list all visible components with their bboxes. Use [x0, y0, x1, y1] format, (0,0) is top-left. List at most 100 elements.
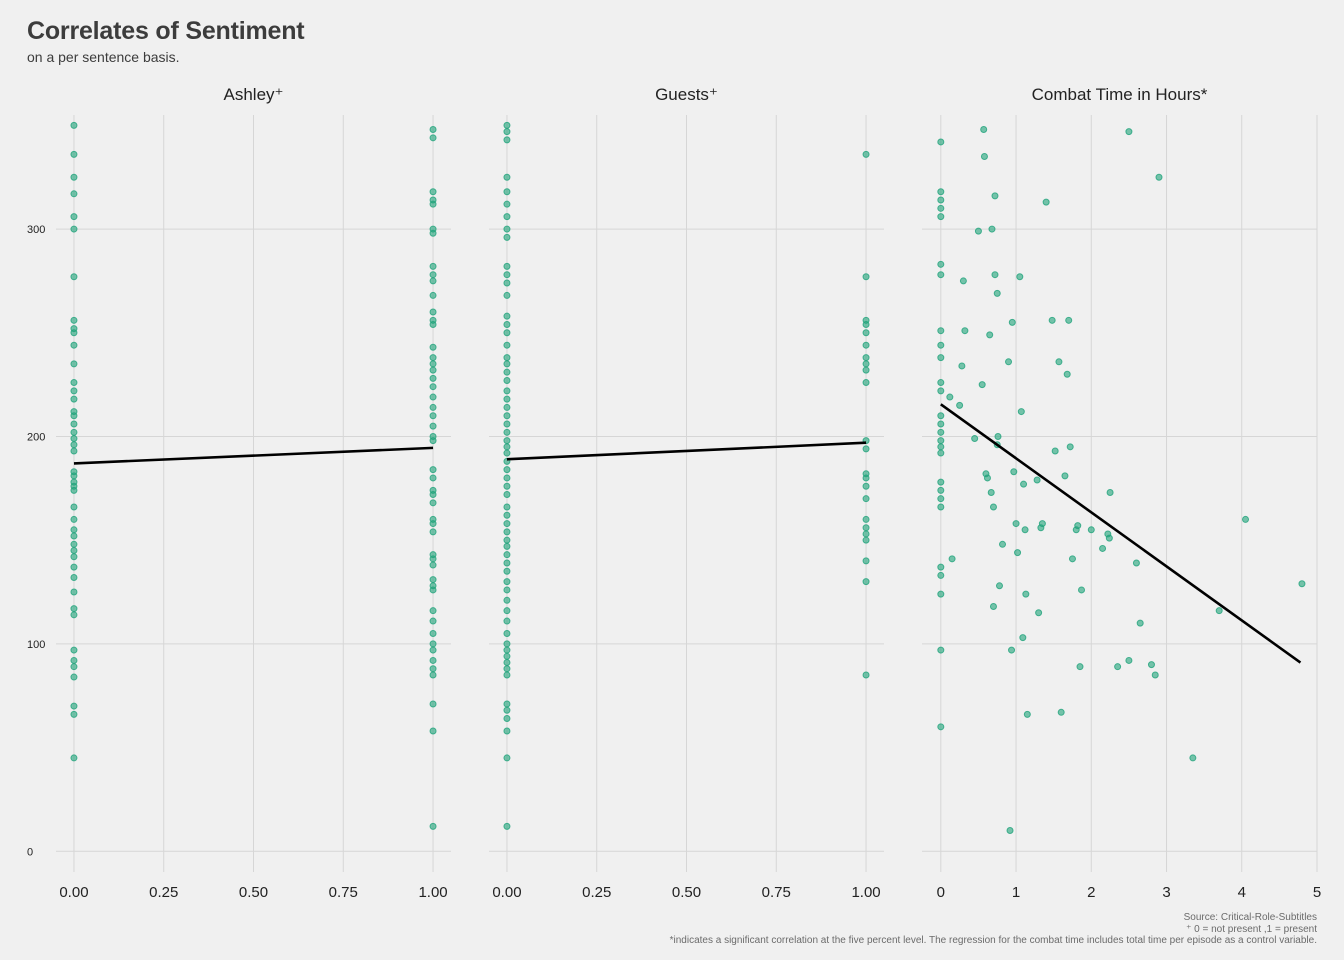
- data-point: [1125, 656, 1133, 664]
- data-point: [503, 354, 511, 362]
- data-point: [503, 387, 511, 395]
- data-point: [429, 466, 437, 474]
- data-point: [1242, 515, 1250, 523]
- data-point: [429, 320, 437, 328]
- data-point: [503, 503, 511, 511]
- data-point: [503, 312, 511, 320]
- data-point: [503, 279, 511, 287]
- data-point: [429, 126, 437, 134]
- data-point: [503, 291, 511, 299]
- data-point: [991, 271, 999, 279]
- data-point: [989, 603, 997, 611]
- data-point: [503, 640, 511, 648]
- data-point: [971, 435, 979, 443]
- data-point: [937, 486, 945, 494]
- x-tick-label: 0.00: [492, 884, 521, 901]
- data-point: [1017, 408, 1025, 416]
- data-point: [429, 491, 437, 499]
- data-point: [959, 277, 967, 285]
- data-point: [937, 428, 945, 436]
- data-point: [503, 727, 511, 735]
- data-point: [429, 134, 437, 142]
- data-point: [503, 360, 511, 368]
- data-point: [862, 495, 870, 503]
- data-point: [70, 329, 78, 337]
- data-point: [937, 412, 945, 420]
- data-point: [70, 673, 78, 681]
- data-point: [429, 474, 437, 482]
- data-point: [862, 360, 870, 368]
- x-tick-label: 4: [1238, 884, 1246, 901]
- facet-0: 0.00 0.25 0.50 0.75 1.00 0 100 200 300 Ashley⁺: [27, 85, 451, 901]
- data-point: [503, 395, 511, 403]
- data-point: [503, 754, 511, 762]
- data-point: [70, 503, 78, 511]
- data-point: [1012, 520, 1020, 528]
- data-point: [503, 536, 511, 544]
- data-point: [862, 515, 870, 523]
- data-point: [862, 273, 870, 281]
- data-point: [503, 376, 511, 384]
- x-tick-label: 0.75: [329, 884, 358, 901]
- x-tick-label: 3: [1162, 884, 1170, 901]
- data-point: [429, 437, 437, 445]
- data-point: [503, 368, 511, 376]
- data-point: [429, 520, 437, 528]
- x-tick-label: 0.75: [762, 884, 791, 901]
- data-point: [1078, 586, 1086, 594]
- data-point: [429, 561, 437, 569]
- data-point: [70, 395, 78, 403]
- data-point: [429, 403, 437, 411]
- data-point: [956, 401, 964, 409]
- data-point: [70, 225, 78, 233]
- facet-title: Combat Time in Hours*: [1032, 85, 1208, 104]
- data-point: [70, 441, 78, 449]
- data-point: [862, 536, 870, 544]
- data-point: [70, 428, 78, 436]
- data-point: [503, 341, 511, 349]
- data-point: [986, 331, 994, 339]
- data-point: [503, 511, 511, 519]
- data-point: [862, 474, 870, 482]
- data-point: [429, 656, 437, 664]
- data-point: [1014, 549, 1022, 557]
- data-point: [503, 629, 511, 637]
- data-point: [503, 482, 511, 490]
- data-point: [1155, 173, 1163, 181]
- x-tick-label: 0.25: [149, 884, 178, 901]
- data-point: [429, 393, 437, 401]
- data-point: [937, 271, 945, 279]
- x-tick-label: 0.50: [672, 884, 701, 901]
- data-point: [70, 447, 78, 455]
- data-point: [503, 271, 511, 279]
- data-point: [989, 503, 997, 511]
- data-point: [503, 706, 511, 714]
- data-point: [429, 555, 437, 563]
- data-point: [429, 576, 437, 584]
- data-point: [70, 547, 78, 555]
- data-point: [937, 495, 945, 503]
- data-point: [991, 192, 999, 200]
- data-point: [937, 590, 945, 598]
- data-point: [429, 700, 437, 708]
- data-point: [503, 671, 511, 679]
- x-tick-label: 0.25: [582, 884, 611, 901]
- data-point: [70, 420, 78, 428]
- data-point: [937, 387, 945, 395]
- data-point: [503, 596, 511, 604]
- data-point: [503, 700, 511, 708]
- data-point: [503, 412, 511, 420]
- facet-2: 0 1 2 3 4 5 Combat Time in Hours*: [922, 85, 1321, 901]
- data-point: [429, 374, 437, 382]
- data-point: [70, 588, 78, 596]
- data-point: [503, 320, 511, 328]
- data-point: [429, 422, 437, 430]
- data-point: [988, 225, 996, 233]
- data-point: [429, 629, 437, 637]
- data-point: [503, 567, 511, 575]
- data-point: [429, 586, 437, 594]
- regression-line: [73, 446, 434, 465]
- data-point: [1051, 447, 1059, 455]
- data-point: [429, 343, 437, 351]
